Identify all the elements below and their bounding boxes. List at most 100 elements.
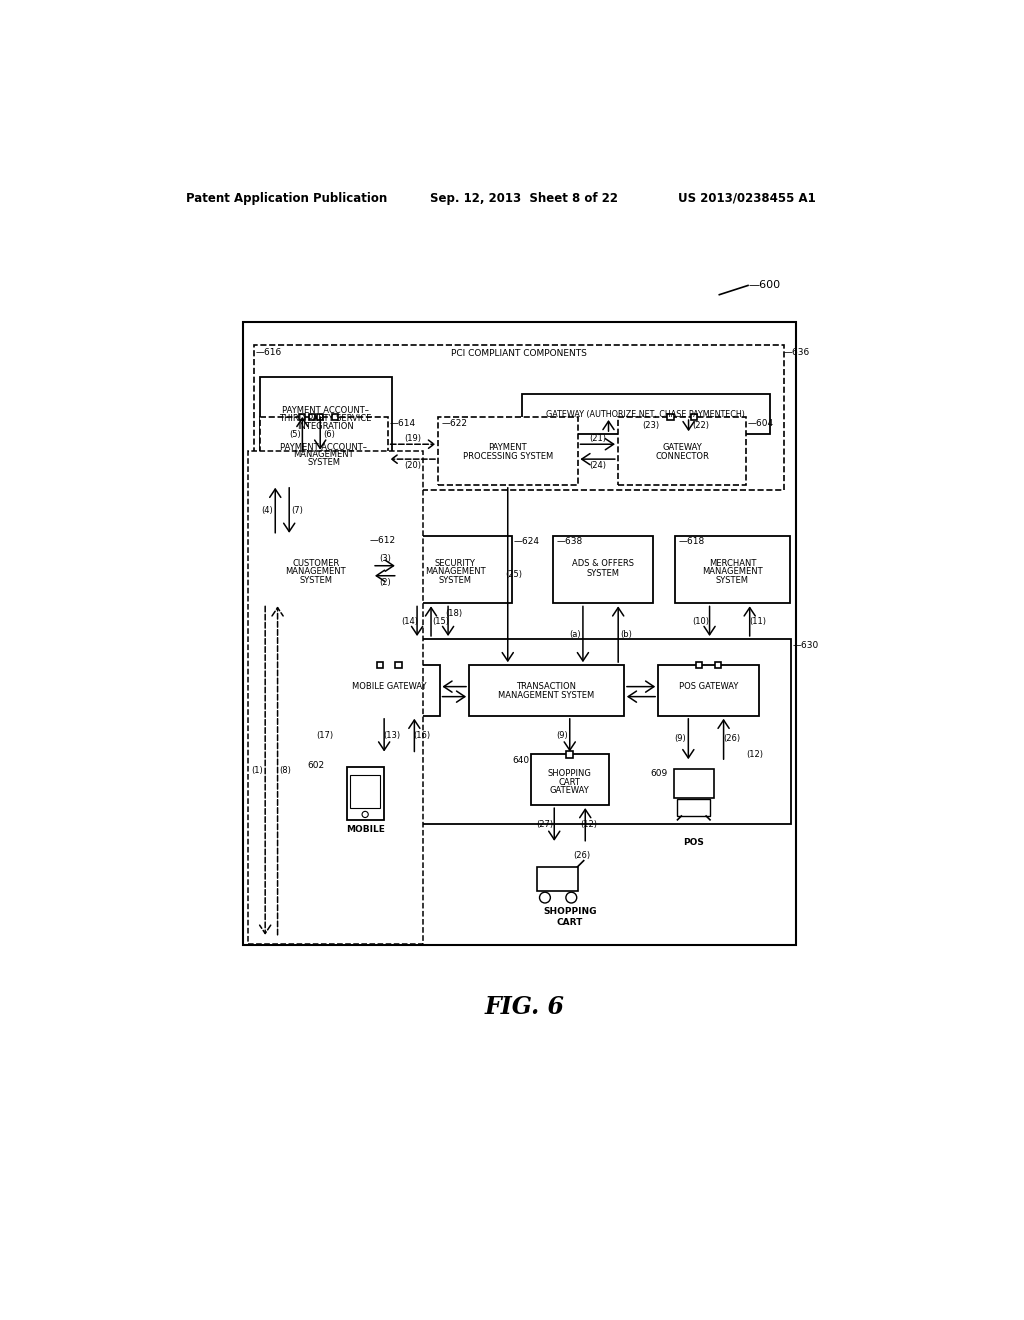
- Text: MOBILE: MOBILE: [346, 825, 385, 833]
- Text: MANAGEMENT: MANAGEMENT: [286, 568, 346, 577]
- Bar: [553, 536, 653, 603]
- Text: US 2013/0238455 A1: US 2013/0238455 A1: [678, 191, 816, 205]
- Bar: [339, 665, 439, 715]
- Text: (22): (22): [692, 421, 710, 430]
- Text: TRANSACTION: TRANSACTION: [516, 682, 577, 692]
- Text: (5): (5): [289, 430, 300, 440]
- Text: —614: —614: [389, 418, 416, 428]
- Bar: [531, 755, 608, 805]
- Text: MANAGEMENT: MANAGEMENT: [293, 450, 354, 459]
- Bar: [243, 322, 796, 945]
- Bar: [715, 663, 721, 668]
- Text: (14): (14): [400, 616, 418, 626]
- Text: —600: —600: [748, 280, 780, 290]
- Text: (4): (4): [261, 506, 273, 515]
- Bar: [332, 414, 338, 420]
- Text: PAYMENT ACCOUNT–: PAYMENT ACCOUNT–: [283, 407, 369, 416]
- Text: (25): (25): [506, 570, 522, 579]
- Text: (1): (1): [252, 766, 263, 775]
- Bar: [317, 414, 324, 420]
- Text: (2): (2): [379, 578, 391, 587]
- Text: 602: 602: [308, 762, 325, 771]
- Text: GATEWAY: GATEWAY: [550, 787, 590, 795]
- Text: 609: 609: [650, 770, 668, 777]
- Text: CUSTOMER: CUSTOMER: [292, 558, 340, 568]
- Text: GATEWAY (AUTHORIZE.NET, CHASE PAYMENTECH): GATEWAY (AUTHORIZE.NET, CHASE PAYMENTECH…: [546, 409, 745, 418]
- Text: MOBILE GATEWAY: MOBILE GATEWAY: [352, 682, 426, 692]
- Bar: [346, 767, 384, 820]
- Text: —630: —630: [793, 640, 819, 649]
- Text: 640: 640: [512, 756, 529, 766]
- Bar: [309, 414, 315, 420]
- Bar: [260, 378, 391, 453]
- Text: (27): (27): [537, 820, 554, 829]
- Text: (b): (b): [620, 630, 632, 639]
- Text: (10): (10): [692, 616, 709, 626]
- Bar: [254, 345, 783, 490]
- Text: —618: —618: [679, 537, 706, 546]
- Text: CART: CART: [559, 777, 581, 787]
- Bar: [350, 775, 380, 808]
- Text: PCI COMPLIANT COMPONENTS: PCI COMPLIANT COMPONENTS: [451, 350, 587, 359]
- Bar: [330, 639, 792, 824]
- Text: INTEGRATION: INTEGRATION: [297, 422, 354, 430]
- Bar: [674, 770, 714, 799]
- Text: (8): (8): [280, 766, 291, 775]
- Text: SYSTEM: SYSTEM: [716, 576, 749, 585]
- Text: GATEWAY: GATEWAY: [663, 442, 702, 451]
- Text: —638: —638: [557, 537, 583, 546]
- Bar: [696, 663, 702, 668]
- Text: SYSTEM: SYSTEM: [587, 569, 620, 578]
- Text: SYSTEM: SYSTEM: [299, 576, 333, 585]
- Text: PAYMENT: PAYMENT: [488, 442, 527, 451]
- Text: SYSTEM: SYSTEM: [307, 458, 340, 467]
- Bar: [377, 663, 383, 668]
- Text: (23): (23): [642, 421, 659, 430]
- Bar: [690, 414, 697, 420]
- Text: —612: —612: [370, 536, 396, 545]
- Text: FIG. 6: FIG. 6: [484, 995, 565, 1019]
- Bar: [395, 663, 401, 668]
- Text: (20): (20): [404, 461, 421, 470]
- Bar: [538, 867, 578, 891]
- Text: SHOPPING: SHOPPING: [548, 770, 592, 777]
- Text: MANAGEMENT SYSTEM: MANAGEMENT SYSTEM: [499, 692, 595, 701]
- Bar: [248, 451, 423, 944]
- Text: (13): (13): [383, 731, 400, 739]
- Text: THIRD PARTY SERVICE: THIRD PARTY SERVICE: [280, 414, 372, 424]
- Bar: [260, 417, 388, 484]
- Text: (6): (6): [324, 430, 336, 440]
- Bar: [617, 417, 746, 484]
- Text: POS GATEWAY: POS GATEWAY: [679, 682, 738, 692]
- Bar: [675, 536, 790, 603]
- Text: SECURITY: SECURITY: [434, 558, 475, 568]
- Text: Patent Application Publication: Patent Application Publication: [186, 191, 387, 205]
- Bar: [668, 414, 674, 420]
- Bar: [397, 536, 512, 603]
- Bar: [260, 536, 372, 603]
- Text: MERCHANT: MERCHANT: [709, 558, 756, 568]
- Text: SYSTEM: SYSTEM: [438, 576, 471, 585]
- Text: (12): (12): [581, 820, 598, 829]
- Bar: [521, 395, 770, 434]
- Text: POS: POS: [683, 838, 705, 847]
- Text: (11): (11): [749, 616, 766, 626]
- Text: (7): (7): [291, 506, 303, 515]
- Text: MANAGEMENT: MANAGEMENT: [702, 568, 763, 577]
- Text: Sep. 12, 2013  Sheet 8 of 22: Sep. 12, 2013 Sheet 8 of 22: [430, 191, 618, 205]
- Text: (16): (16): [414, 731, 431, 739]
- Bar: [678, 799, 710, 816]
- Text: (19): (19): [404, 433, 421, 442]
- Text: PROCESSING SYSTEM: PROCESSING SYSTEM: [463, 451, 553, 461]
- Text: (18): (18): [445, 609, 463, 618]
- Text: (9): (9): [675, 734, 686, 743]
- Text: —604: —604: [748, 418, 774, 428]
- Bar: [658, 665, 759, 715]
- Text: —624: —624: [514, 537, 540, 546]
- Bar: [566, 751, 573, 758]
- Text: CONNECTOR: CONNECTOR: [655, 451, 709, 461]
- Bar: [299, 414, 305, 420]
- Text: (17): (17): [316, 731, 334, 739]
- Text: (12): (12): [746, 750, 763, 759]
- Text: PAYMENT ACCOUNT–: PAYMENT ACCOUNT–: [281, 442, 368, 451]
